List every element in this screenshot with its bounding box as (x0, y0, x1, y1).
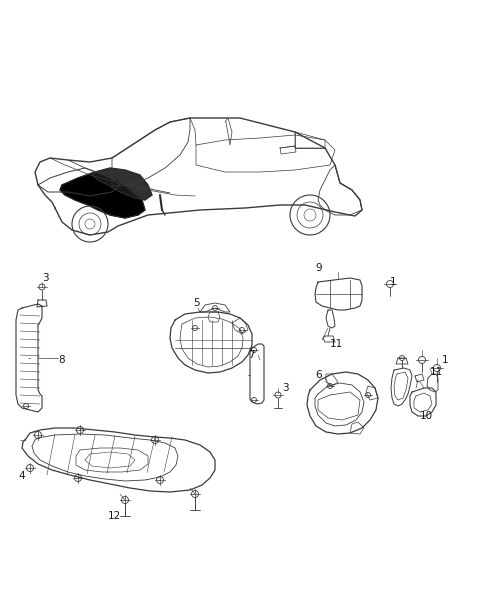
Polygon shape (60, 172, 145, 218)
Text: 8: 8 (58, 355, 65, 365)
Text: 4: 4 (18, 471, 24, 481)
Text: 7: 7 (248, 350, 254, 360)
Text: 3: 3 (42, 273, 48, 283)
Text: 3: 3 (282, 383, 288, 393)
Text: 12: 12 (108, 511, 121, 521)
Text: 1: 1 (390, 277, 396, 287)
Text: 5: 5 (193, 298, 200, 308)
Text: 10: 10 (420, 411, 433, 421)
Text: 11: 11 (330, 339, 343, 349)
Text: 9: 9 (315, 263, 322, 273)
Polygon shape (92, 168, 152, 200)
Text: 6: 6 (315, 370, 322, 380)
Text: 1: 1 (442, 355, 449, 365)
Text: 11: 11 (430, 367, 443, 377)
